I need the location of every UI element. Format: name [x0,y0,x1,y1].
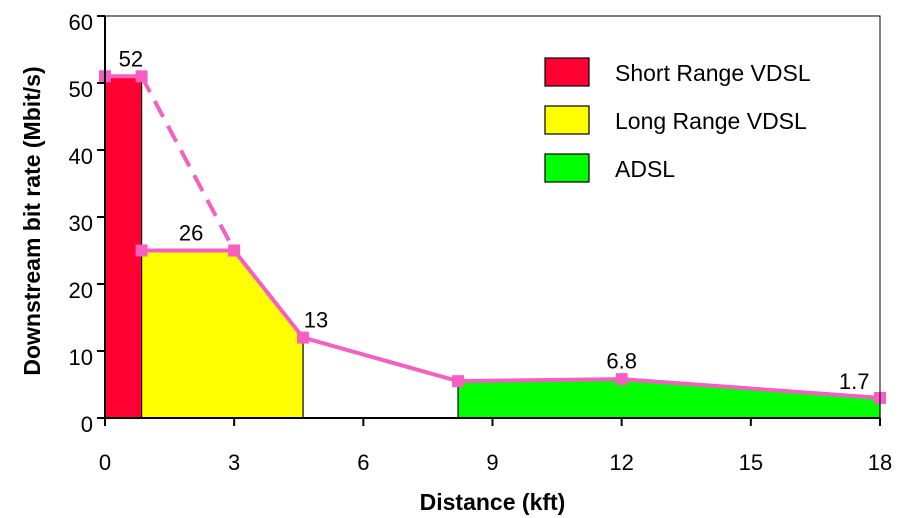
y-tick-label: 50 [69,77,93,102]
legend-label-short-range-vdsl: Short Range VDSL [615,60,811,86]
annotation-layer: 52 26 13 6.8 1.7 [119,46,870,394]
rate-marker-2 [135,70,148,83]
x-tick-label: 6 [357,450,369,475]
y-tick-label: 10 [69,345,93,370]
y-tick-label: 60 [69,10,93,35]
data-label: 1.7 [839,369,870,394]
rate-marker-6 [452,375,465,388]
y-tick-label: 0 [81,412,93,437]
area-layer [104,75,881,419]
tick-layer: 0 3 6 9 12 15 18 0 10 20 30 40 50 60 [69,10,893,475]
y-tick-label: 40 [69,144,93,169]
legend-swatch-adsl [544,153,590,183]
rate-line-segment-2 [141,248,881,400]
rate-marker-3 [135,244,148,257]
x-tick-label: 0 [99,450,111,475]
y-axis-title: Downstream bit rate (Mbit/s) [19,66,45,375]
rate-marker-5 [297,331,310,344]
legend-swatch-short-range-vdsl [544,57,590,87]
x-tick-label: 3 [228,450,240,475]
legend-swatch-long-range-vdsl [544,105,590,135]
rate-marker-4 [228,244,241,257]
legend: Short Range VDSL Long Range VDSL ADSL [544,57,811,183]
data-label: 6.8 [606,348,637,373]
x-tick-label: 15 [739,450,763,475]
rate-line-dashed-segment-1 [139,75,236,252]
area-long-range-vdsl [140,249,304,419]
legend-label-long-range-vdsl: Long Range VDSL [615,108,807,134]
x-tick-label: 12 [609,450,633,475]
legend-label-adsl: ADSL [615,156,675,182]
rate-marker-7 [615,373,628,386]
x-tick-label: 18 [868,450,892,475]
x-axis-title: Distance (kft) [420,489,566,515]
data-label: 26 [179,220,203,245]
rate-line-layer [99,70,886,404]
data-label: 52 [119,46,143,71]
x-tick-label: 9 [486,450,498,475]
y-tick-label: 20 [69,278,93,303]
data-label: 13 [304,308,328,333]
area-adsl [457,378,881,419]
y-tick-label: 30 [69,211,93,236]
